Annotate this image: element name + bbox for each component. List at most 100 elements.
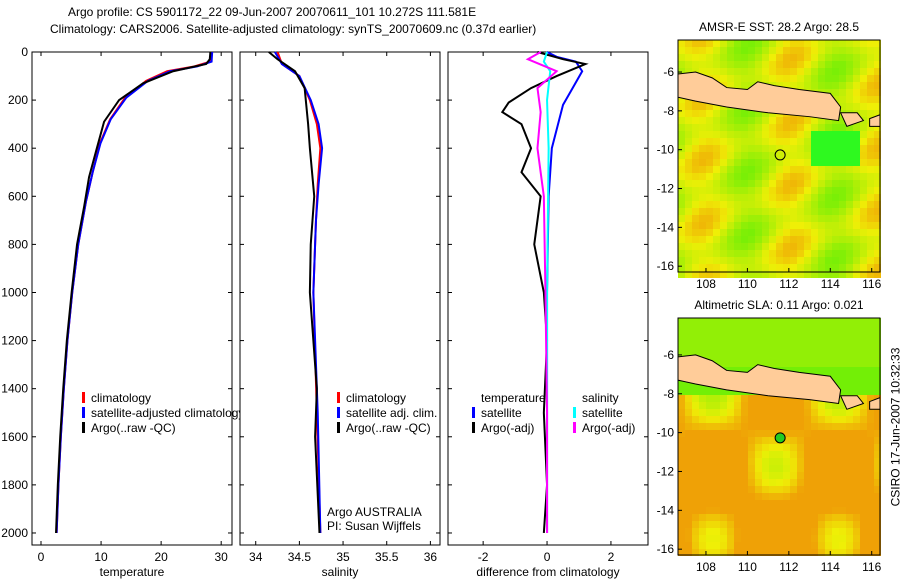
map-cell bbox=[860, 229, 867, 236]
map-cell bbox=[755, 264, 762, 271]
map-cell bbox=[867, 271, 874, 278]
map-cell bbox=[685, 47, 692, 54]
map-cell bbox=[769, 535, 776, 542]
map-cell bbox=[692, 215, 699, 222]
map-cell bbox=[776, 549, 783, 556]
map-cell bbox=[804, 465, 811, 472]
map-cell bbox=[790, 257, 797, 264]
map-cell bbox=[797, 250, 804, 257]
map-cell bbox=[783, 346, 790, 353]
map-cell bbox=[692, 271, 699, 278]
map-cell bbox=[755, 173, 762, 180]
map-cell bbox=[699, 208, 706, 215]
map-cell bbox=[804, 486, 811, 493]
map-cell bbox=[769, 430, 776, 437]
map-cell bbox=[825, 236, 832, 243]
map-cell bbox=[846, 339, 853, 346]
map-cell bbox=[706, 236, 713, 243]
map-cell bbox=[846, 159, 853, 166]
map-cell bbox=[762, 40, 769, 47]
map-cell bbox=[748, 479, 755, 486]
map-cell bbox=[755, 528, 762, 535]
map-cell bbox=[790, 68, 797, 75]
map-cell bbox=[748, 353, 755, 360]
map-cell bbox=[832, 145, 839, 152]
map-cell bbox=[804, 166, 811, 173]
map-cell bbox=[804, 535, 811, 542]
map-cell bbox=[832, 367, 839, 374]
map-cell bbox=[748, 173, 755, 180]
map-cell bbox=[727, 430, 734, 437]
map-cell bbox=[804, 479, 811, 486]
map-cell bbox=[685, 535, 692, 542]
map-cell bbox=[846, 388, 853, 395]
map-cell bbox=[741, 152, 748, 159]
map-cell bbox=[804, 243, 811, 250]
map-1 bbox=[677, 318, 881, 556]
map-cell bbox=[706, 229, 713, 236]
map-cell bbox=[692, 388, 699, 395]
map-cell bbox=[811, 514, 818, 521]
map-cell bbox=[706, 271, 713, 278]
map-cell bbox=[741, 437, 748, 444]
map-cell bbox=[755, 549, 762, 556]
map-cell bbox=[762, 353, 769, 360]
map-cell bbox=[762, 264, 769, 271]
map-cell bbox=[706, 521, 713, 528]
map-cell bbox=[832, 486, 839, 493]
map-cell bbox=[797, 500, 804, 507]
map-cell bbox=[769, 264, 776, 271]
map-cell bbox=[818, 138, 825, 145]
map-cell bbox=[783, 61, 790, 68]
map-cell bbox=[748, 514, 755, 521]
map-cell bbox=[748, 493, 755, 500]
lon-tick-label: 112 bbox=[779, 560, 798, 574]
map-cell bbox=[699, 528, 706, 535]
map-cell bbox=[867, 250, 874, 257]
map-cell bbox=[720, 166, 727, 173]
map-cell bbox=[860, 103, 867, 110]
map-cell bbox=[797, 145, 804, 152]
map-cell bbox=[867, 152, 874, 159]
map-cell bbox=[720, 465, 727, 472]
map-cell bbox=[832, 325, 839, 332]
map-cell bbox=[734, 68, 741, 75]
map-cell bbox=[720, 332, 727, 339]
map-cell bbox=[706, 549, 713, 556]
map-cell bbox=[797, 180, 804, 187]
map-cell bbox=[720, 264, 727, 271]
map-cell bbox=[755, 430, 762, 437]
x-tick-label: 34 bbox=[249, 550, 263, 564]
map-cell bbox=[776, 325, 783, 332]
map-cell bbox=[818, 437, 825, 444]
map-cell bbox=[797, 229, 804, 236]
map-cell bbox=[685, 423, 692, 430]
map-cell bbox=[839, 173, 846, 180]
map-cell bbox=[720, 68, 727, 75]
map-cell bbox=[769, 339, 776, 346]
map-cell bbox=[699, 507, 706, 514]
map-cell bbox=[678, 264, 685, 271]
map-cell bbox=[748, 325, 755, 332]
map-cell bbox=[727, 542, 734, 549]
map-cell bbox=[755, 458, 762, 465]
map-cell bbox=[748, 360, 755, 367]
map-cell bbox=[706, 152, 713, 159]
legend-swatch bbox=[337, 407, 340, 418]
legend-swatch bbox=[82, 392, 85, 403]
map-cell bbox=[741, 458, 748, 465]
map-cell bbox=[692, 423, 699, 430]
map-cell bbox=[874, 318, 881, 325]
map-cell bbox=[762, 152, 769, 159]
map-cell bbox=[734, 250, 741, 257]
map-cell bbox=[678, 500, 685, 507]
legend-entry: satellite adj. clim. bbox=[346, 406, 437, 420]
map-cell bbox=[706, 388, 713, 395]
map-cell bbox=[713, 535, 720, 542]
map-cell bbox=[720, 243, 727, 250]
map-cell bbox=[769, 332, 776, 339]
map-cell bbox=[678, 110, 685, 117]
legend-entry: satellite-adjusted climatology bbox=[91, 406, 244, 420]
map-cell bbox=[867, 318, 874, 325]
map-cell bbox=[734, 535, 741, 542]
